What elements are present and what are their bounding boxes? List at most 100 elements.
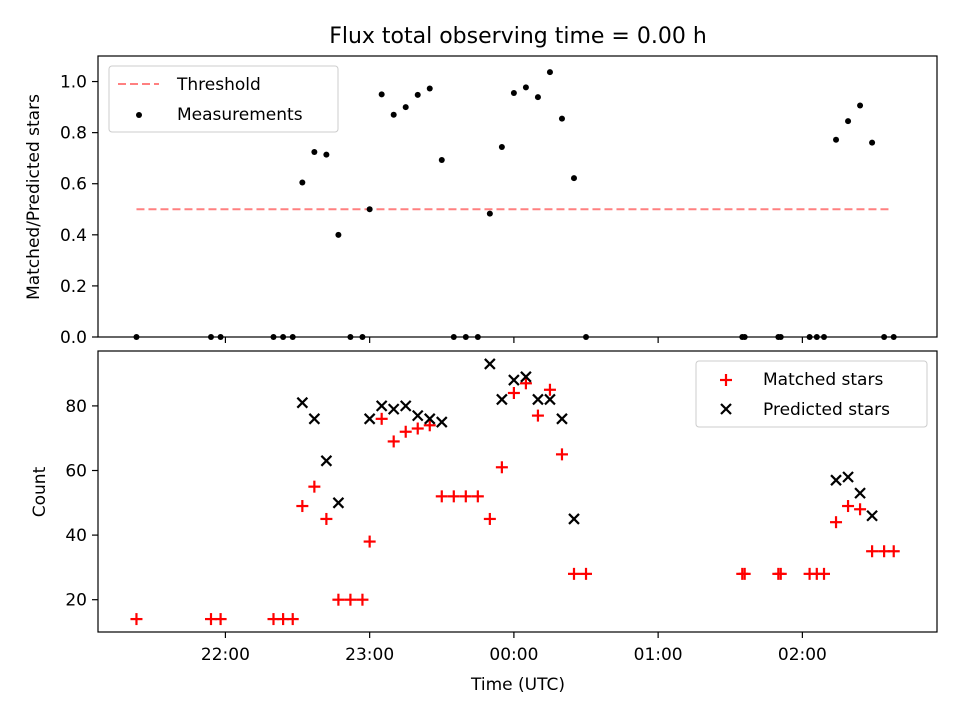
predicted-star-stroke xyxy=(332,497,345,509)
matched-star-point xyxy=(296,500,309,513)
predicted-star-stroke xyxy=(411,409,424,422)
matched-star-point xyxy=(495,461,508,474)
predicted-star-stroke xyxy=(296,396,309,409)
predicted-star-stroke xyxy=(842,471,854,483)
top-axes-frame xyxy=(97,55,938,338)
predicted-star-stroke xyxy=(484,358,496,370)
measurement-point xyxy=(486,210,493,217)
matched-star-point xyxy=(411,422,424,435)
predicted-star-point xyxy=(496,393,508,406)
predicted-star-point xyxy=(387,403,400,415)
top-ytick-label: 1.0 xyxy=(60,73,87,93)
top-legend: Threshold Measurements xyxy=(108,65,339,133)
matched-star-point xyxy=(320,512,333,525)
predicted-star-point xyxy=(854,487,866,499)
matched-star-point xyxy=(332,593,345,606)
measurement-point xyxy=(426,85,433,92)
predicted-star-point xyxy=(320,455,333,467)
bottom-xtick-label: 02:00 xyxy=(778,645,827,665)
matched-star-point xyxy=(363,535,376,548)
matched-star-point xyxy=(435,490,448,503)
matched-star-point xyxy=(356,593,369,606)
matched-star-point xyxy=(519,377,532,390)
matched-star-point xyxy=(866,545,879,558)
measurement-point xyxy=(414,91,421,98)
matched-star-point xyxy=(308,480,321,493)
top-panel: 0.0 0.2 0.4 0.6 0.8 1.0 xyxy=(60,69,897,348)
matched-star-point xyxy=(423,419,436,432)
matched-star-point xyxy=(130,613,143,626)
measurement-point xyxy=(857,102,864,109)
predicted-star-point xyxy=(399,400,412,412)
bottom-legend-box xyxy=(695,360,928,428)
matched-star-point xyxy=(531,409,544,422)
predicted-star-stroke xyxy=(556,413,568,425)
measurement-point xyxy=(869,139,876,146)
predicted-star-stroke xyxy=(363,413,376,425)
predicted-star-stroke xyxy=(568,513,580,525)
matched-star-point xyxy=(375,412,388,425)
bottom-ytick-label: 40 xyxy=(65,526,87,546)
predicted-star-stroke xyxy=(423,413,436,425)
bottom-axes-frame xyxy=(97,350,938,633)
predicted-star-point xyxy=(296,396,309,409)
measurement-point xyxy=(378,91,385,98)
predicted-star-point xyxy=(375,400,388,412)
predicted-star-point xyxy=(830,474,842,486)
matched-star-point xyxy=(471,490,484,503)
matched-star-point xyxy=(842,500,855,513)
predicted-star-stroke xyxy=(387,403,400,415)
bottom-xtick-label: 01:00 xyxy=(634,645,683,665)
measurement-point xyxy=(845,118,852,125)
predicted-star-stroke xyxy=(399,400,412,412)
measurement-point xyxy=(323,151,330,158)
matched-star-point xyxy=(567,567,580,580)
bottom-xlabel: Time (UTC) xyxy=(470,675,565,695)
measurements-legend-marker xyxy=(136,112,142,118)
matched-star-point xyxy=(830,516,843,529)
measurement-point xyxy=(390,111,397,118)
measurement-point xyxy=(438,156,445,163)
chart-title: Flux total observing time = 0.00 h xyxy=(329,24,707,49)
measurement-point xyxy=(498,143,505,150)
matched-legend-label: Matched stars xyxy=(763,370,883,390)
measurement-point xyxy=(570,175,577,182)
predicted-star-point xyxy=(532,393,544,406)
predicted-star-stroke xyxy=(508,374,520,386)
bottom-panel: 20 40 60 80 22:00 23:00 00:00 01:00 02:00 xyxy=(65,358,900,665)
predicted-star-point xyxy=(544,393,556,406)
matched-star-point xyxy=(399,425,412,438)
predicted-star-point xyxy=(842,471,854,483)
predicted-legend-label: Predicted stars xyxy=(763,400,890,420)
matched-star-point xyxy=(555,448,568,461)
bottom-ytick-label: 60 xyxy=(65,462,87,482)
top-ylabel: Matched/Predicted stars xyxy=(24,94,44,300)
predicted-star-stroke xyxy=(544,393,556,406)
bottom-xtick-label: 23:00 xyxy=(345,645,394,665)
predicted-star-stroke xyxy=(830,474,842,486)
measurement-point xyxy=(402,104,409,111)
matched-star-point xyxy=(447,490,460,503)
matched-star-point xyxy=(507,386,520,399)
predicted-star-stroke xyxy=(520,371,532,383)
predicted-legend-marker xyxy=(720,403,732,415)
measurement-point xyxy=(833,136,840,143)
predicted-star-stroke xyxy=(308,413,321,425)
predicted-star-point xyxy=(508,374,520,386)
measurement-point xyxy=(299,179,306,186)
bottom-xtick-label: 22:00 xyxy=(201,645,250,665)
measurements-legend-label: Measurements xyxy=(177,105,303,125)
predicted-star-point xyxy=(520,371,532,383)
top-ytick-label: 0.8 xyxy=(60,124,87,144)
bottom-xtick-label: 00:00 xyxy=(489,645,538,665)
measurement-point xyxy=(510,90,517,97)
measurement-point xyxy=(522,84,529,91)
threshold-legend-label: Threshold xyxy=(176,75,261,95)
predicted-star-stroke xyxy=(496,393,508,406)
matched-star-point xyxy=(887,545,900,558)
predicted-star-stroke xyxy=(532,393,544,406)
bottom-ylabel: Count xyxy=(30,466,50,517)
predicted-star-point xyxy=(423,413,436,425)
matched-star-point xyxy=(774,567,787,580)
